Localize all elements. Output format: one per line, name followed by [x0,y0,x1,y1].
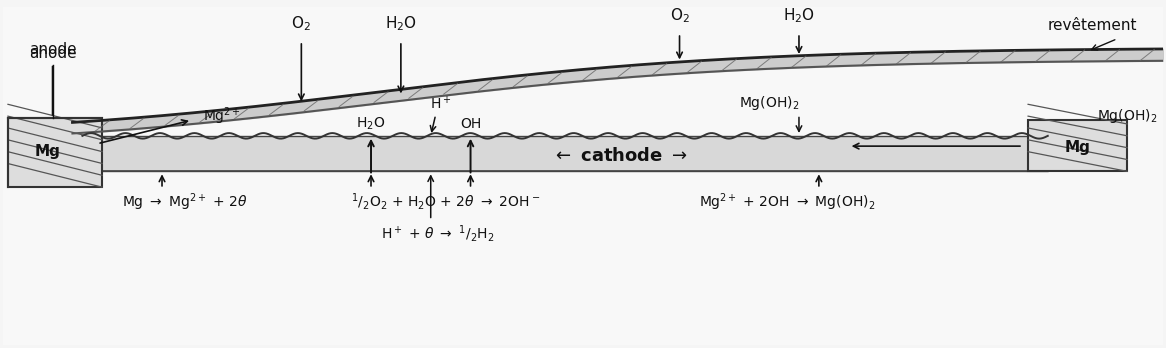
Text: H$^+$: H$^+$ [430,95,451,112]
Text: anode: anode [29,46,76,115]
Text: Mg$^{2+}$: Mg$^{2+}$ [203,105,240,127]
Text: O$_2$: O$_2$ [669,7,689,25]
Text: Mg: Mg [35,144,61,159]
Text: OH: OH [459,117,482,131]
Bar [83,136,1048,172]
Text: Mg(OH)$_2$: Mg(OH)$_2$ [1097,107,1157,125]
Text: H$_2$O: H$_2$O [385,15,417,33]
Text: H$_2$O: H$_2$O [784,7,815,25]
Polygon shape [1028,120,1128,172]
Polygon shape [8,118,103,187]
Text: $\leftarrow$ cathode $\rightarrow$: $\leftarrow$ cathode $\rightarrow$ [552,147,688,165]
Text: $^1$/$_2$O$_2$ + H$_2$O + 2$\theta$ $\rightarrow$ 2OH$^-$: $^1$/$_2$O$_2$ + H$_2$O + 2$\theta$ $\ri… [351,191,540,212]
Text: Mg(OH)$_2$: Mg(OH)$_2$ [739,94,799,112]
Text: revêtement: revêtement [1048,18,1137,33]
Text: H$_2$O: H$_2$O [357,116,386,132]
Text: O$_2$: O$_2$ [292,15,311,33]
Text: Mg $\rightarrow$ Mg$^{2+}$ + 2$\theta$: Mg $\rightarrow$ Mg$^{2+}$ + 2$\theta$ [122,191,247,213]
Text: anode: anode [29,42,76,57]
Text: Mg: Mg [1065,140,1090,155]
Text: H$^+$ + $\theta$ $\rightarrow$ $^1$/$_2$H$_2$: H$^+$ + $\theta$ $\rightarrow$ $^1$/$_2$… [381,223,494,244]
Text: Mg$^{2+}$ + 2OH $\rightarrow$ Mg(OH)$_2$: Mg$^{2+}$ + 2OH $\rightarrow$ Mg(OH)$_2$ [700,191,876,213]
